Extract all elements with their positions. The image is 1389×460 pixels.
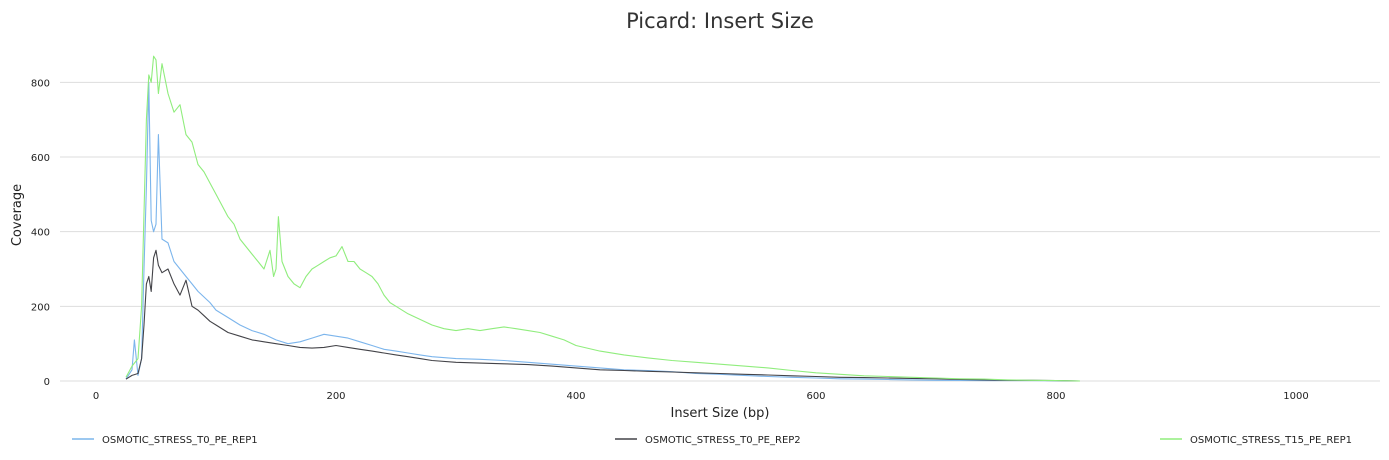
y-axis-title: Coverage (10, 184, 25, 246)
y-tick-label: 400 (31, 228, 50, 239)
legend-label-2: OSMOTIC_STRESS_T0_PE_REP2 (645, 435, 801, 446)
x-tick-label: 1000 (1283, 391, 1308, 402)
x-tick-label: 600 (806, 391, 825, 402)
y-tick-label: 200 (31, 302, 50, 313)
x-axis: 0 200 400 600 800 1000 (93, 391, 1309, 402)
x-tick-label: 800 (1046, 391, 1065, 402)
x-axis-title: Insert Size (bp) (671, 406, 770, 421)
series-line-2 (125, 249, 1081, 382)
plot-area (125, 55, 1081, 382)
legend: OSMOTIC_STRESS_T0_PE_REP1 OSMOTIC_STRESS_… (72, 435, 1352, 446)
y-axis: 0 200 400 600 800 (31, 78, 50, 388)
x-tick-label: 200 (326, 391, 345, 402)
legend-label-1: OSMOTIC_STRESS_T0_PE_REP1 (102, 435, 258, 446)
y-tick-label: 0 (44, 377, 50, 388)
legend-label-3: OSMOTIC_STRESS_T15_PE_REP1 (1190, 435, 1352, 446)
chart-title: Picard: Insert Size (626, 9, 814, 33)
x-tick-label: 0 (93, 391, 99, 402)
series-line-1 (125, 81, 1081, 382)
series-line-3 (125, 55, 1081, 382)
y-tick-label: 600 (31, 153, 50, 164)
grid (60, 81, 1380, 382)
x-tick-label: 400 (566, 391, 585, 402)
y-tick-label: 800 (31, 78, 50, 89)
